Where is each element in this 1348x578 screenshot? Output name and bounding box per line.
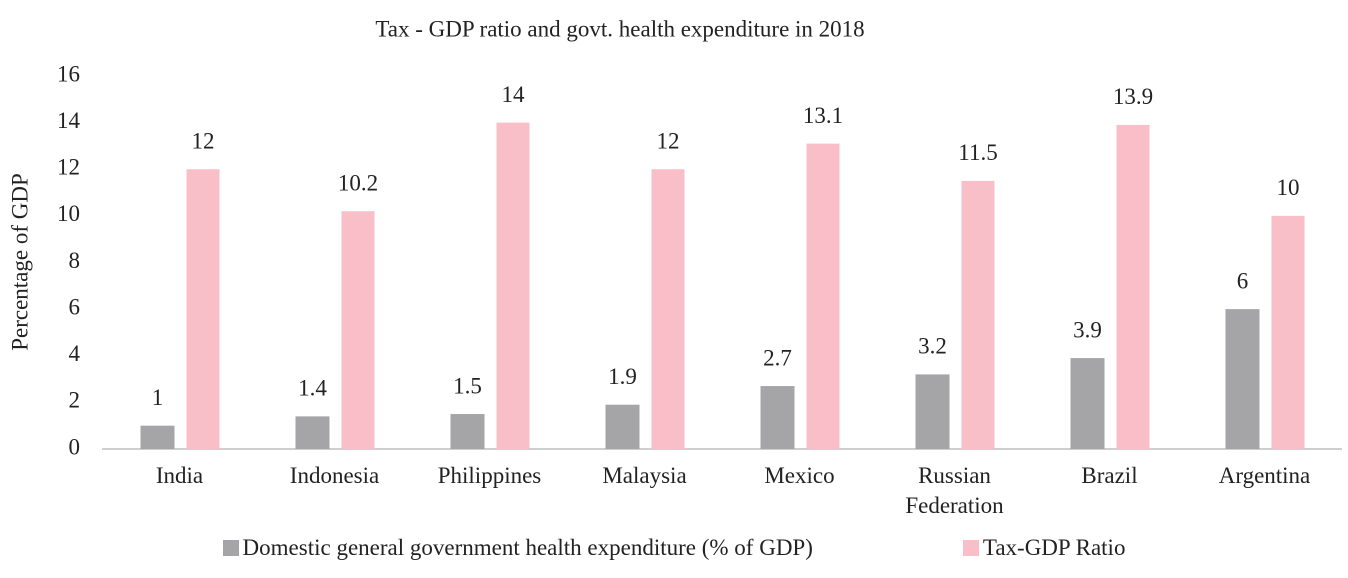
- bar: [605, 404, 640, 449]
- data-label: 12: [657, 129, 680, 154]
- data-label: 1.4: [298, 376, 327, 401]
- bar: [1116, 124, 1150, 450]
- data-label: 3.9: [1073, 317, 1102, 342]
- bar: [961, 180, 995, 449]
- bar: [760, 386, 795, 449]
- data-label: 10.2: [338, 170, 378, 195]
- x-tick-label: Philippines: [437, 463, 542, 488]
- bar: [1070, 358, 1105, 449]
- x-tick-label: Brazil: [1081, 463, 1138, 488]
- y-tick-label: 4: [69, 341, 81, 366]
- data-label: 1.5: [453, 373, 482, 398]
- data-label: 2.7: [763, 345, 792, 370]
- legend-item: Domestic general government health expen…: [222, 535, 813, 561]
- x-tick-label: Russian Federation: [905, 463, 1004, 518]
- y-tick-label: 14: [57, 108, 81, 133]
- bar: [915, 374, 950, 449]
- data-label: 10: [1277, 175, 1300, 200]
- y-tick-label: 6: [69, 294, 81, 319]
- x-tick-label: Argentina: [1218, 463, 1311, 488]
- bar: [341, 211, 375, 449]
- bar: [496, 122, 530, 449]
- x-tick-label: India: [155, 463, 204, 488]
- bar: [450, 414, 485, 449]
- data-label: 1: [152, 385, 164, 410]
- bar: [651, 169, 685, 449]
- data-label: 12: [192, 129, 215, 154]
- data-label: 6: [1237, 268, 1249, 293]
- y-axis-label: Percentage of GDP: [7, 173, 32, 351]
- data-label: 3.2: [918, 334, 947, 359]
- bar: [1271, 215, 1305, 449]
- data-label: 13.9: [1113, 84, 1153, 109]
- x-tick-label: Mexico: [764, 463, 835, 488]
- y-tick-label: 12: [57, 155, 80, 180]
- chart-title: Tax - GDP ratio and govt. health expendi…: [375, 16, 864, 41]
- data-label: 14: [502, 82, 526, 107]
- bar: [140, 425, 175, 449]
- bar: [1225, 309, 1260, 449]
- bar: [186, 169, 220, 449]
- legend-swatch: [962, 540, 979, 556]
- legend: Domestic general government health expen…: [0, 535, 1348, 561]
- y-tick-label: 10: [57, 201, 80, 226]
- legend-swatch: [222, 540, 239, 556]
- data-label: 1.9: [608, 364, 637, 389]
- bar: [295, 416, 330, 449]
- y-tick-label: 16: [57, 61, 80, 86]
- y-tick-label: 2: [69, 388, 81, 413]
- legend-item: Tax-GDP Ratio: [962, 535, 1126, 561]
- data-label: 13.1: [803, 103, 843, 128]
- legend-label: Tax-GDP Ratio: [982, 535, 1126, 560]
- y-tick-label: 8: [69, 248, 81, 273]
- x-tick-label: Indonesia: [289, 463, 380, 488]
- x-tick-label: Malaysia: [602, 463, 687, 488]
- legend-label: Domestic general government health expen…: [242, 535, 813, 560]
- data-label: 11.5: [958, 140, 997, 165]
- y-tick-label: 0: [69, 434, 81, 459]
- bar: [806, 143, 840, 449]
